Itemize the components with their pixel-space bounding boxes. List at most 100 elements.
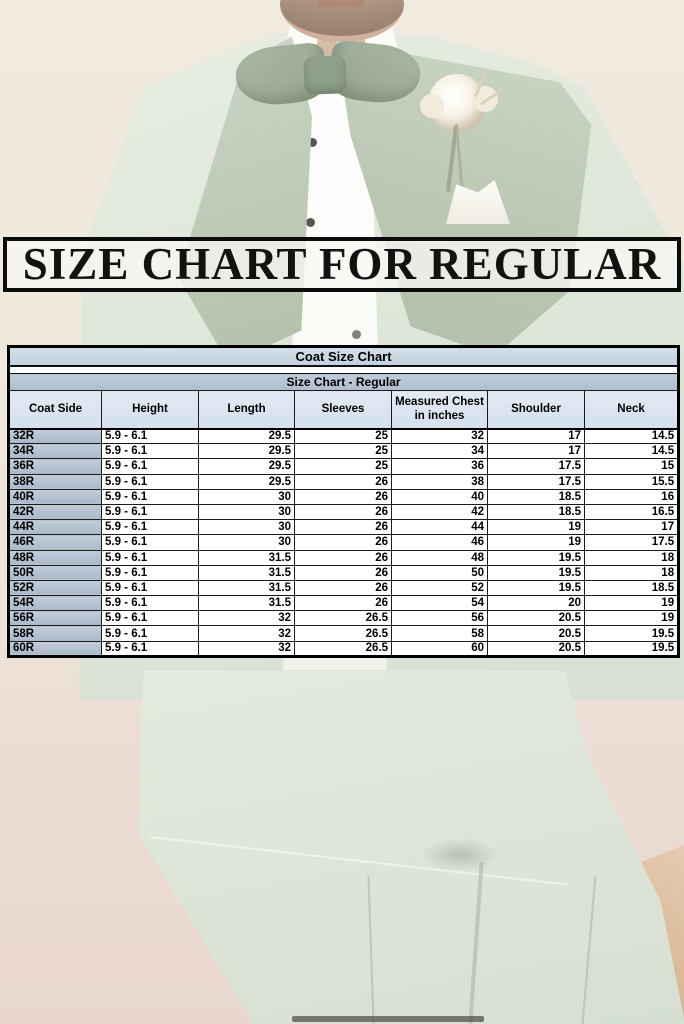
value-cell: 30: [198, 534, 295, 551]
bow-tie-knot: [303, 55, 347, 95]
value-cell: 14.5: [583, 427, 680, 445]
row-size-cell: 50R: [8, 564, 102, 581]
coat-size-chart-table: Coat Size Chart Size Chart - Regular Coa…: [7, 345, 681, 658]
table-row: 36R 5.9 - 6.1 29.5 25 36 17.5 15: [8, 458, 680, 475]
row-size-cell: 34R: [8, 443, 102, 460]
value-cell: 20.5: [487, 610, 585, 627]
table-row: 34R 5.9 - 6.1 29.5 25 34 17 14.5: [8, 443, 680, 460]
value-cell: 19.5: [487, 564, 585, 581]
value-cell: 26: [294, 549, 392, 566]
column-header-height: Height: [101, 390, 199, 430]
value-cell: 5.9 - 6.1: [101, 519, 199, 536]
value-cell: 19.5: [487, 549, 585, 566]
value-cell: 26: [294, 564, 392, 581]
rose-petal: [420, 94, 444, 118]
table-row: 52R 5.9 - 6.1 31.5 26 52 19.5 18.5: [8, 579, 680, 597]
value-cell: 32: [198, 610, 295, 627]
table-title: Coat Size Chart: [7, 346, 680, 367]
value-cell: 26: [294, 503, 392, 521]
value-cell: 60: [391, 640, 488, 657]
table-row: 40R 5.9 - 6.1 30 26 40 18.5 16: [8, 488, 680, 505]
value-cell: 5.9 - 6.1: [101, 595, 199, 612]
value-cell: 19: [487, 519, 585, 536]
value-cell: 19: [583, 595, 680, 612]
value-cell: 5.9 - 6.1: [101, 488, 199, 505]
value-cell: 5.9 - 6.1: [101, 473, 199, 490]
table-row: 32R 5.9 - 6.1 29.5 25 32 17 14.5: [8, 427, 680, 445]
value-cell: 50: [391, 564, 488, 581]
table-subtitle: Size Chart - Regular: [7, 373, 680, 391]
row-size-cell: 44R: [8, 519, 102, 536]
floor-shadow-strip: [292, 1016, 484, 1022]
value-cell: 5.9 - 6.1: [101, 610, 199, 627]
row-size-cell: 32R: [8, 427, 102, 445]
value-cell: 20.5: [487, 625, 585, 642]
table-subtitle-row: Size Chart - Regular: [7, 373, 680, 391]
shirt-stud: [308, 138, 317, 147]
pants-shadow: [420, 838, 500, 872]
value-cell: 15.5: [583, 473, 680, 490]
value-cell: 26: [294, 595, 392, 612]
value-cell: 48: [391, 549, 488, 566]
size-table-body: 32R 5.9 - 6.1 29.5 25 32 17 14.5 34R 5.9 - 6.1 29…: [8, 427, 680, 657]
table-row: 42R 5.9 - 6.1 30 26 42 18.5 16.5: [8, 503, 680, 521]
value-cell: 17: [487, 427, 585, 445]
table-row: 56R 5.9 - 6.1 32 26.5 56 20.5 19: [8, 610, 680, 627]
value-cell: 5.9 - 6.1: [101, 640, 199, 657]
row-size-cell: 36R: [8, 458, 102, 475]
value-cell: 38: [391, 473, 488, 490]
row-size-cell: 52R: [8, 579, 102, 597]
shirt-stud: [352, 330, 361, 339]
value-cell: 5.9 - 6.1: [101, 564, 199, 581]
column-header-neck: Neck: [583, 390, 680, 430]
value-cell: 5.9 - 6.1: [101, 534, 199, 551]
value-cell: 30: [198, 519, 295, 536]
row-size-cell: 56R: [8, 610, 102, 627]
value-cell: 25: [294, 427, 392, 445]
value-cell: 31.5: [198, 549, 295, 566]
value-cell: 30: [198, 488, 295, 505]
value-cell: 18: [583, 564, 680, 581]
value-cell: 40: [391, 488, 488, 505]
value-cell: 31.5: [198, 579, 295, 597]
value-cell: 17.5: [487, 473, 585, 490]
value-cell: 26.5: [294, 610, 392, 627]
value-cell: 26.5: [294, 640, 392, 657]
value-cell: 19: [487, 534, 585, 551]
value-cell: 5.9 - 6.1: [101, 503, 199, 521]
value-cell: 20.5: [487, 640, 585, 657]
column-header-measured-chest-in-inches: Measured Chest in inches: [391, 390, 488, 430]
table-title-row: Coat Size Chart: [7, 346, 680, 367]
value-cell: 29.5: [198, 473, 295, 490]
column-header-length: Length: [198, 390, 295, 430]
table-row: 50R 5.9 - 6.1 31.5 26 50 19.5 18: [8, 564, 680, 581]
row-size-cell: 58R: [8, 625, 102, 642]
row-size-cell: 42R: [8, 503, 102, 521]
table-row: 38R 5.9 - 6.1 29.5 26 38 17.5 15.5: [8, 473, 680, 490]
table-gap-row: [7, 365, 680, 374]
value-cell: 26: [294, 488, 392, 505]
boutonniere-stem: [454, 124, 465, 194]
value-cell: 16: [583, 488, 680, 505]
value-cell: 26.5: [294, 625, 392, 642]
value-cell: 5.9 - 6.1: [101, 579, 199, 597]
row-size-cell: 38R: [8, 473, 102, 490]
value-cell: 18: [583, 549, 680, 566]
table-row: 48R 5.9 - 6.1 31.5 26 48 19.5 18: [8, 549, 680, 566]
row-size-cell: 46R: [8, 534, 102, 551]
gap-cell: [7, 365, 680, 374]
value-cell: 56: [391, 610, 488, 627]
value-cell: 26: [294, 534, 392, 551]
value-cell: 18.5: [583, 579, 680, 597]
table-container: Coat Size Chart Size Chart - Regular Coa…: [7, 345, 681, 658]
row-size-cell: 60R: [8, 640, 102, 657]
value-cell: 17.5: [583, 534, 680, 551]
value-cell: 54: [391, 595, 488, 612]
value-cell: 5.9 - 6.1: [101, 625, 199, 642]
column-header-shoulder: Shoulder: [487, 390, 585, 430]
value-cell: 19.5: [583, 625, 680, 642]
value-cell: 58: [391, 625, 488, 642]
title-banner: SIZE CHART FOR REGULAR: [3, 237, 681, 292]
value-cell: 30: [198, 503, 295, 521]
